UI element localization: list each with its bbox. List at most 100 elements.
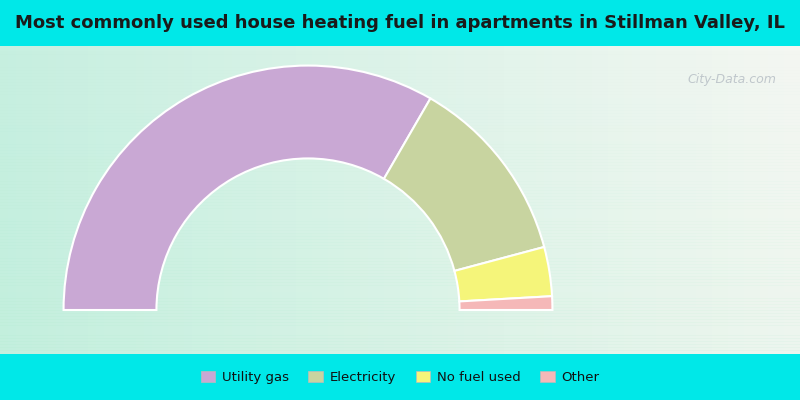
- Bar: [0, 58, 800, 61]
- Bar: [0, 319, 800, 323]
- Bar: [328, 46, 336, 354]
- Bar: [96, 46, 104, 354]
- Bar: [0, 104, 800, 108]
- Bar: [256, 46, 264, 354]
- Bar: [568, 46, 576, 354]
- Bar: [360, 46, 368, 354]
- Bar: [0, 0, 800, 46]
- Bar: [480, 46, 488, 354]
- Bar: [0, 113, 800, 117]
- Bar: [272, 46, 280, 354]
- Bar: [0, 172, 800, 175]
- Bar: [0, 310, 800, 314]
- Bar: [728, 46, 736, 354]
- Bar: [152, 46, 160, 354]
- Bar: [368, 46, 376, 354]
- Bar: [312, 46, 320, 354]
- Bar: [0, 233, 800, 237]
- Wedge shape: [454, 247, 552, 302]
- Bar: [0, 292, 800, 296]
- Bar: [0, 156, 800, 160]
- Bar: [0, 190, 800, 194]
- Bar: [696, 46, 704, 354]
- Bar: [760, 46, 768, 354]
- Bar: [80, 46, 88, 354]
- Bar: [0, 174, 800, 178]
- Bar: [0, 261, 800, 265]
- Bar: [104, 46, 112, 354]
- Bar: [0, 326, 800, 329]
- Bar: [0, 267, 800, 271]
- Bar: [112, 46, 120, 354]
- Bar: [48, 46, 56, 354]
- Bar: [0, 150, 800, 154]
- Bar: [0, 181, 800, 185]
- Bar: [496, 46, 504, 354]
- Bar: [528, 46, 536, 354]
- Bar: [0, 73, 800, 77]
- Bar: [8, 46, 16, 354]
- Bar: [680, 46, 688, 354]
- Bar: [488, 46, 496, 354]
- Bar: [456, 46, 464, 354]
- Bar: [0, 212, 800, 215]
- Bar: [136, 46, 144, 354]
- Bar: [0, 236, 800, 240]
- Bar: [0, 221, 800, 225]
- Bar: [0, 341, 800, 345]
- Bar: [416, 46, 424, 354]
- Bar: [0, 227, 800, 231]
- Bar: [0, 224, 800, 228]
- Bar: [184, 46, 192, 354]
- Bar: [0, 248, 800, 252]
- Bar: [0, 295, 800, 298]
- Bar: [88, 46, 96, 354]
- Bar: [0, 184, 800, 188]
- Bar: [0, 347, 800, 351]
- Bar: [688, 46, 696, 354]
- Bar: [424, 46, 432, 354]
- Bar: [0, 125, 800, 129]
- Bar: [0, 301, 800, 305]
- Bar: [144, 46, 152, 354]
- Text: City-Data.com: City-Data.com: [687, 74, 776, 86]
- Bar: [280, 46, 288, 354]
- Bar: [0, 354, 800, 400]
- Bar: [0, 178, 800, 182]
- Text: Most commonly used house heating fuel in apartments in Stillman Valley, IL: Most commonly used house heating fuel in…: [15, 14, 785, 32]
- Bar: [0, 255, 800, 258]
- Bar: [0, 335, 800, 338]
- Bar: [0, 76, 800, 80]
- Bar: [552, 46, 560, 354]
- Bar: [624, 46, 632, 354]
- Bar: [464, 46, 472, 354]
- Bar: [0, 79, 800, 83]
- Bar: [0, 88, 800, 92]
- Bar: [0, 61, 800, 64]
- Bar: [712, 46, 720, 354]
- Bar: [0, 101, 800, 104]
- Bar: [32, 46, 40, 354]
- Bar: [768, 46, 776, 354]
- Bar: [632, 46, 640, 354]
- Bar: [440, 46, 448, 354]
- Bar: [0, 214, 800, 218]
- Bar: [0, 245, 800, 249]
- Wedge shape: [63, 66, 430, 310]
- Bar: [0, 54, 800, 58]
- Bar: [0, 258, 800, 262]
- Bar: [0, 94, 800, 98]
- Bar: [0, 344, 800, 348]
- Bar: [128, 46, 136, 354]
- Bar: [408, 46, 416, 354]
- Bar: [0, 205, 800, 209]
- Bar: [392, 46, 400, 354]
- Bar: [672, 46, 680, 354]
- Bar: [512, 46, 520, 354]
- Bar: [720, 46, 728, 354]
- Bar: [0, 350, 800, 354]
- Bar: [0, 98, 800, 102]
- Bar: [200, 46, 208, 354]
- Bar: [776, 46, 784, 354]
- Bar: [472, 46, 480, 354]
